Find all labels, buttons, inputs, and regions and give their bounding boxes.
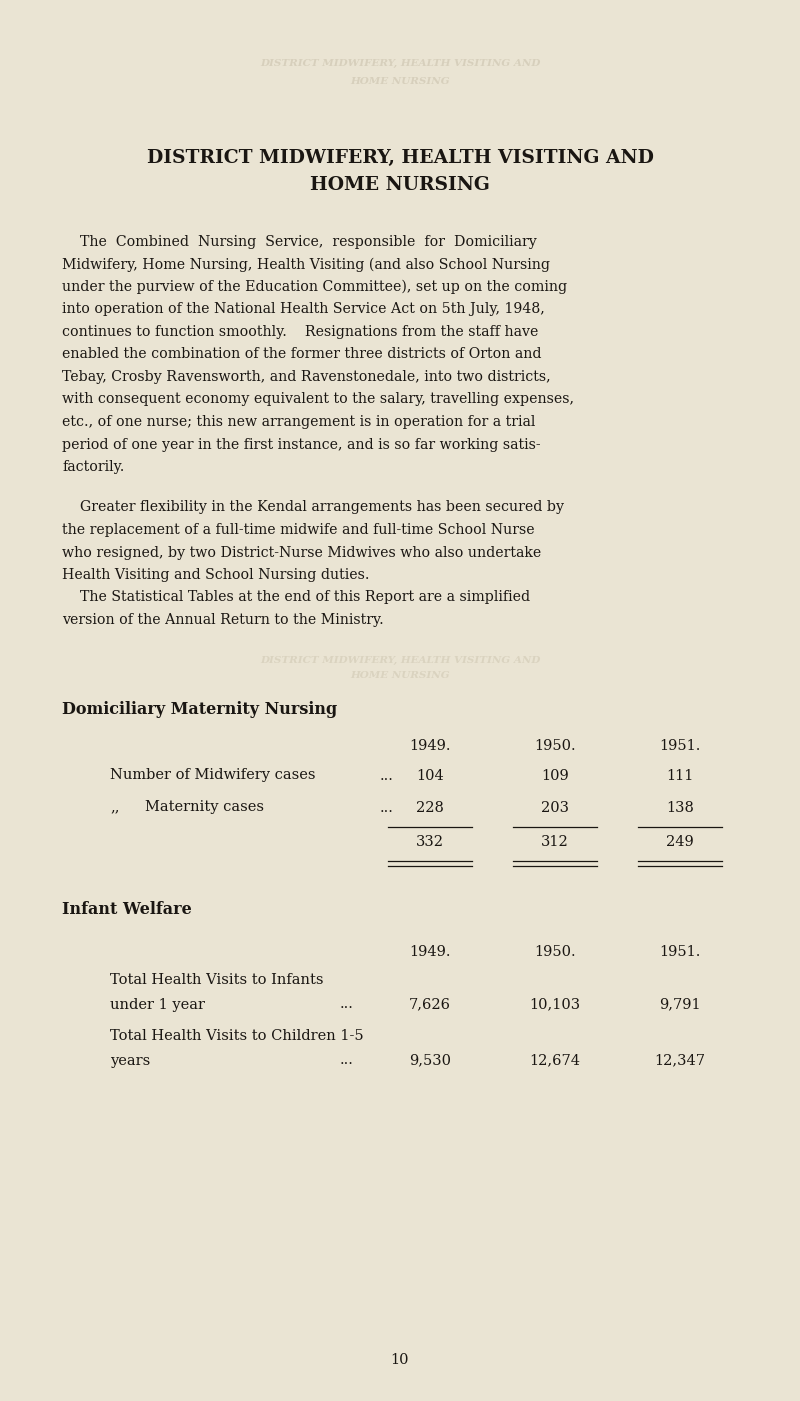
- Text: 1949.: 1949.: [410, 738, 450, 752]
- Text: Health Visiting and School Nursing duties.: Health Visiting and School Nursing dutie…: [62, 567, 370, 581]
- Text: 10: 10: [390, 1353, 410, 1367]
- Text: Tebay, Crosby Ravensworth, and Ravenstonedale, into two districts,: Tebay, Crosby Ravensworth, and Ravenston…: [62, 370, 550, 384]
- Text: into operation of the National Health Service Act on 5th July, 1948,: into operation of the National Health Se…: [62, 303, 545, 317]
- Text: Infant Welfare: Infant Welfare: [62, 901, 192, 918]
- Text: years: years: [110, 1054, 150, 1068]
- Text: DISTRICT MIDWIFERY, HEALTH VISITING AND: DISTRICT MIDWIFERY, HEALTH VISITING AND: [260, 656, 540, 664]
- Text: HOME NURSING: HOME NURSING: [350, 77, 450, 87]
- Text: under 1 year: under 1 year: [110, 998, 205, 1012]
- Text: Total Health Visits to Infants: Total Health Visits to Infants: [110, 974, 323, 988]
- Text: etc., of one nurse; this new arrangement is in operation for a trial: etc., of one nurse; this new arrangement…: [62, 415, 535, 429]
- Text: 9,530: 9,530: [409, 1054, 451, 1068]
- Text: 7,626: 7,626: [409, 998, 451, 1012]
- Text: Greater flexibility in the Kendal arrangements has been secured by: Greater flexibility in the Kendal arrang…: [62, 500, 564, 514]
- Text: 9,791: 9,791: [659, 998, 701, 1012]
- Text: 249: 249: [666, 835, 694, 849]
- Text: 104: 104: [416, 769, 444, 783]
- Text: 228: 228: [416, 800, 444, 814]
- Text: 1950.: 1950.: [534, 946, 576, 960]
- Text: ...: ...: [380, 769, 394, 783]
- Text: 12,347: 12,347: [654, 1054, 706, 1068]
- Text: DISTRICT MIDWIFERY, HEALTH VISITING AND: DISTRICT MIDWIFERY, HEALTH VISITING AND: [260, 59, 540, 67]
- Text: 332: 332: [416, 835, 444, 849]
- Text: HOME NURSING: HOME NURSING: [310, 177, 490, 193]
- Text: 312: 312: [541, 835, 569, 849]
- Text: 1950.: 1950.: [534, 738, 576, 752]
- Text: period of one year in the first instance, and is so far working satis-: period of one year in the first instance…: [62, 437, 541, 451]
- Text: 1951.: 1951.: [659, 738, 701, 752]
- Text: 138: 138: [666, 800, 694, 814]
- Text: 111: 111: [666, 769, 694, 783]
- Text: continues to function smoothly.    Resignations from the staff have: continues to function smoothly. Resignat…: [62, 325, 538, 339]
- Text: 203: 203: [541, 800, 569, 814]
- Text: The Statistical Tables at the end of this Report are a simplified: The Statistical Tables at the end of thi…: [62, 590, 530, 604]
- Text: ...: ...: [380, 800, 394, 814]
- Text: ,,: ,,: [110, 800, 119, 814]
- Text: factorily.: factorily.: [62, 460, 124, 474]
- Text: The  Combined  Nursing  Service,  responsible  for  Domiciliary: The Combined Nursing Service, responsibl…: [62, 235, 537, 249]
- Text: 109: 109: [541, 769, 569, 783]
- Text: with consequent economy equivalent to the salary, travelling expenses,: with consequent economy equivalent to th…: [62, 392, 574, 406]
- Text: Maternity cases: Maternity cases: [145, 800, 264, 814]
- Text: who resigned, by two District-Nurse Midwives who also undertake: who resigned, by two District-Nurse Midw…: [62, 545, 542, 559]
- Text: Domiciliary Maternity Nursing: Domiciliary Maternity Nursing: [62, 700, 338, 717]
- Text: ...: ...: [340, 998, 354, 1012]
- Text: the replacement of a full-time midwife and full-time School Nurse: the replacement of a full-time midwife a…: [62, 523, 534, 537]
- Text: 1951.: 1951.: [659, 946, 701, 960]
- Text: Number of Midwifery cases: Number of Midwifery cases: [110, 769, 315, 783]
- Text: 1949.: 1949.: [410, 946, 450, 960]
- Text: ...: ...: [340, 1054, 354, 1068]
- Text: HOME NURSING: HOME NURSING: [350, 671, 450, 681]
- Text: 12,674: 12,674: [530, 1054, 581, 1068]
- Text: under the purview of the Education Committee), set up on the coming: under the purview of the Education Commi…: [62, 280, 567, 294]
- Text: Total Health Visits to Children 1-5: Total Health Visits to Children 1-5: [110, 1030, 364, 1044]
- Text: version of the Annual Return to the Ministry.: version of the Annual Return to the Mini…: [62, 614, 384, 628]
- Text: enabled the combination of the former three districts of Orton and: enabled the combination of the former th…: [62, 347, 542, 361]
- Text: DISTRICT MIDWIFERY, HEALTH VISITING AND: DISTRICT MIDWIFERY, HEALTH VISITING AND: [146, 149, 654, 167]
- Text: Midwifery, Home Nursing, Health Visiting (and also School Nursing: Midwifery, Home Nursing, Health Visiting…: [62, 258, 550, 272]
- Text: 10,103: 10,103: [530, 998, 581, 1012]
